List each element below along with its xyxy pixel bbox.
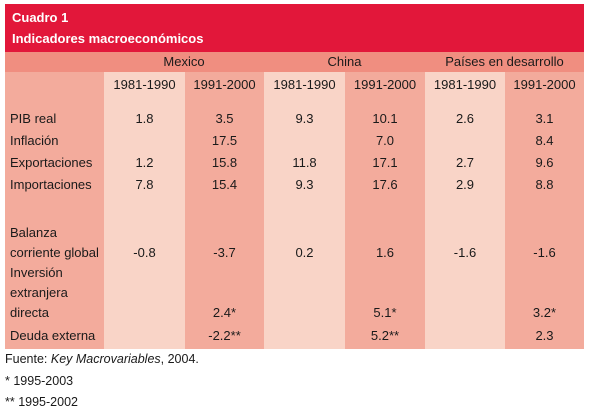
footnote-double-star: ** 1995-2002 xyxy=(5,395,78,409)
value-column-bg xyxy=(505,72,584,349)
period-header: 1981-1990 xyxy=(433,77,497,92)
table-cell: 17.6 xyxy=(372,177,398,192)
period-header: 1981-1990 xyxy=(113,77,176,92)
row-label: Inversión extranjera directa xyxy=(10,265,68,320)
table-cell: 1.2 xyxy=(135,155,154,170)
row-label: Exportaciones xyxy=(10,155,93,170)
group-header: China xyxy=(264,52,425,72)
table-cell: 8.4 xyxy=(535,133,554,148)
table-cell xyxy=(264,326,345,349)
row-label: PIB real xyxy=(10,111,57,126)
footnote-single-star: * 1995-2003 xyxy=(5,374,74,388)
table-cell: -0.8 xyxy=(133,245,156,260)
table-cell: 2.9 xyxy=(455,177,475,192)
table-header: Cuadro 1 Indicadores macroeconómicos xyxy=(5,4,584,52)
period-header: 1991-2000 xyxy=(353,77,417,92)
table-cell xyxy=(264,266,345,326)
row-label: Deuda externa xyxy=(10,328,96,343)
table-cell: 3.5 xyxy=(215,111,234,126)
table-cell: 2.6 xyxy=(455,111,475,126)
group-header: Mexico xyxy=(104,52,264,72)
table-cell xyxy=(104,132,185,154)
table-cell: 10.1 xyxy=(372,111,398,126)
table-cell: 9.6 xyxy=(535,155,554,170)
data-table: Mexico China Países en desarrollo 1981-1990… xyxy=(5,52,584,349)
table-cell: 17.5 xyxy=(211,133,238,148)
value-column-bg xyxy=(425,72,505,349)
source-title: Key Macrovariables xyxy=(50,352,161,366)
value-column-bg xyxy=(345,72,425,349)
table-cell: 9.3 xyxy=(295,177,314,192)
table-cell: 15.8 xyxy=(211,155,238,170)
table-cell xyxy=(104,326,185,349)
table-cell: 5.2** xyxy=(370,328,400,343)
value-column-bg xyxy=(104,72,185,349)
table-cell: 17.1 xyxy=(372,155,398,170)
row-label: Balanza corriente global xyxy=(10,225,99,260)
table-cell: -1.6 xyxy=(533,245,556,260)
value-column-bg xyxy=(185,72,264,349)
table-cell: -1.6 xyxy=(453,245,477,260)
table-cell: 2.3 xyxy=(535,328,554,343)
table-cell: 7.0 xyxy=(375,133,395,148)
source-prefix: Fuente: xyxy=(5,352,51,366)
row-label: Importaciones xyxy=(10,177,92,192)
table-title: Indicadores macroeconómicos xyxy=(12,31,204,46)
table-cell xyxy=(104,266,185,326)
table-cell xyxy=(264,132,345,154)
table-cell xyxy=(425,266,505,326)
value-column-bg xyxy=(264,72,345,349)
table-cell: 2.4* xyxy=(212,305,237,320)
table-cell xyxy=(425,132,505,154)
table-cell: 5.1* xyxy=(373,305,397,320)
table-cell: 8.8 xyxy=(535,177,554,192)
source-note: Fuente: Key Macrovariables, 2004. xyxy=(5,352,199,366)
table-cell: 1.8 xyxy=(135,111,154,126)
period-header: 1991-2000 xyxy=(193,77,256,92)
label-column-bg xyxy=(5,72,104,349)
table-cell xyxy=(425,326,505,349)
box-label: Cuadro 1 xyxy=(12,10,69,25)
table-cell: 3.1 xyxy=(535,111,554,126)
period-header: 1991-2000 xyxy=(513,77,576,92)
source-suffix: , 2004. xyxy=(160,352,199,366)
table-cell: 15.4 xyxy=(211,177,238,192)
table-cell: 0.2 xyxy=(295,245,314,260)
group-header: Países en desarrollo xyxy=(425,52,584,72)
table-cell: 3.2* xyxy=(532,305,557,320)
table-cell: 11.8 xyxy=(292,155,317,170)
table-cell: -3.7 xyxy=(213,245,236,260)
row-label: Inflación xyxy=(10,133,59,148)
table-cell: 9.3 xyxy=(295,111,314,126)
table-cell: 1.6 xyxy=(375,245,395,260)
table-cell: -2.2** xyxy=(208,328,241,343)
period-header: 1981-1990 xyxy=(273,77,336,92)
table-cell: 2.7 xyxy=(455,155,475,170)
table-cell: 7.8 xyxy=(135,177,154,192)
